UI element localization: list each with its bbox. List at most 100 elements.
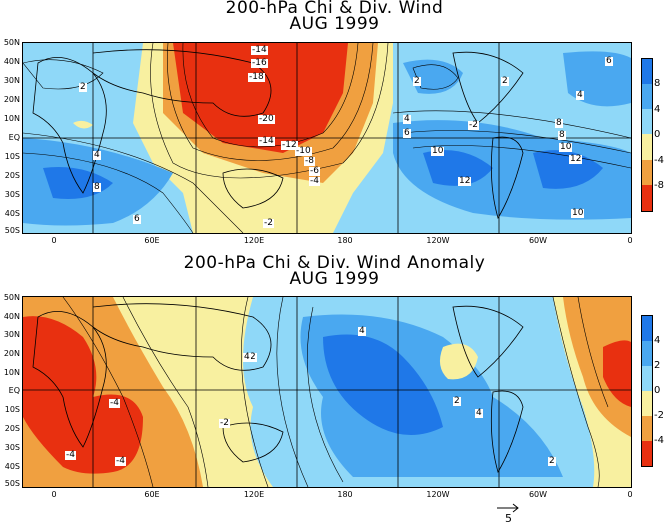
panel1-colorbar-swatch — [642, 185, 652, 211]
panel1-lon-label: 180 — [337, 236, 353, 245]
panel1-colorbar-tick: -8 — [654, 180, 664, 191]
panel2-contour-label: 2 — [249, 352, 257, 362]
panel2-colorbar-tick: 4 — [654, 335, 661, 346]
panel1-colorbar-swatch — [642, 59, 652, 84]
panel2-contour-label: 4 — [475, 408, 483, 418]
panel1-lon-label: 120W — [426, 236, 450, 245]
panel1-contour-label: 4 — [93, 150, 101, 160]
panel2-lat-label: 50N — [3, 293, 20, 302]
panel1-colorbar-tick: 4 — [654, 104, 661, 115]
panel1-contour-field — [23, 43, 631, 233]
panel2-colorbar-swatch — [642, 341, 652, 366]
panel2-contour-label: 4 — [358, 326, 366, 336]
panel1-contour-label: 2 — [413, 76, 421, 86]
panel2-contour-field — [23, 297, 631, 487]
panel1-contour-label: 8 — [555, 118, 563, 128]
panel1-colorbar-swatch — [642, 84, 652, 109]
panel1-colorbar-tick: 8 — [654, 78, 661, 89]
panel1-contour-label: -2 — [468, 120, 479, 130]
panel2-lat-label: EQ — [8, 386, 20, 395]
panel2-lat-label: 30N — [3, 330, 20, 339]
panel2-contour-label: -2 — [219, 418, 230, 428]
panel1-contour-label: 8 — [558, 130, 566, 140]
panel1-contour-label: 12 — [569, 154, 583, 164]
panel1-contour-label: 8 — [93, 182, 101, 192]
panel1-contour-label: -14 — [258, 136, 275, 146]
panel2-lat-label: 10S — [4, 405, 20, 414]
panel2-lat-label: 20N — [3, 349, 20, 358]
panel1-contour-label: -12 — [281, 140, 298, 150]
panel2-lon-label: 180 — [337, 490, 353, 499]
panel2-lat-label: 30S — [4, 443, 20, 452]
panel1-contour-label: -18 — [248, 72, 265, 82]
panel2-contour-label: 2 — [548, 456, 556, 466]
panel1-contour-label: -4 — [309, 176, 320, 186]
panel1-lat-label: 40N — [3, 57, 20, 66]
panel1-colorbar-swatch — [642, 160, 652, 185]
panel2-subtitle: AUG 1999 — [289, 269, 380, 289]
panel1-colorbar — [641, 58, 653, 212]
panel2-colorbar-tick: 2 — [654, 360, 661, 371]
panel2-lon-label: 120W — [426, 490, 450, 499]
panel1-lon-label: 0 — [627, 236, 633, 245]
panel1-lat-label: 10S — [4, 152, 20, 161]
panel2-lon-label: 120E — [243, 490, 265, 499]
panel1-title: 200-hPa Chi & Div. Wind — [225, 0, 444, 18]
panel1-lon-label: 120E — [243, 236, 265, 245]
panel1-contour-label: 2 — [501, 76, 509, 86]
panel2-contour-label: -4 — [115, 456, 126, 466]
panel1-lat-label: 20S — [4, 171, 20, 180]
panel1-map: -14 -16 -18 -20 -14 -12 -10 -8 -6 -4 -2 … — [22, 42, 632, 234]
panel2-colorbar-tick: 0 — [654, 385, 661, 396]
panel1-contour-label: 10 — [571, 208, 585, 218]
panel1-lat-label: 50S — [4, 226, 20, 235]
panel2-lon-label: 60E — [144, 490, 160, 499]
panel1-contour-label: -2 — [263, 218, 274, 228]
panel1-colorbar-swatch — [642, 109, 652, 134]
panel2-map: -4 -4 -4 -2 2 4 4 2 4 2 — [22, 296, 632, 488]
panel2-lon-label: 60W — [528, 490, 548, 499]
panel2-contour-label: 2 — [453, 396, 461, 406]
panel1-contour-label: -16 — [251, 58, 268, 68]
panel1-contour-label: -8 — [304, 156, 315, 166]
panel1-lat-label: 20N — [3, 95, 20, 104]
panel1-contour-label: 4 — [403, 114, 411, 124]
panel1-contour-label: 4 — [576, 90, 584, 100]
panel2-lon-label: 0 — [627, 490, 633, 499]
panel2-lon-label: 0 — [51, 490, 57, 499]
panel2-colorbar-swatch — [642, 441, 652, 466]
panel1-lat-label: 10N — [3, 114, 20, 123]
panel2-colorbar-tick: -4 — [654, 435, 664, 446]
panel2-colorbar-swatch — [642, 391, 652, 416]
panel2-lat-label: 50S — [4, 479, 20, 488]
panel1-colorbar-swatch — [642, 134, 652, 160]
panel1-lat-label: EQ — [8, 133, 20, 142]
panel1-lat-label: 40S — [4, 209, 20, 218]
panel1-lon-label: 0 — [51, 236, 57, 245]
panel1-colorbar-tick: -4 — [654, 155, 664, 166]
panel1-contour-label: -10 — [295, 146, 312, 156]
panel2-contour-label: -4 — [65, 450, 76, 460]
panel2-lat-label: 20S — [4, 424, 20, 433]
panel2-colorbar-tick: -2 — [654, 410, 664, 421]
panel1-lat-label: 50N — [3, 38, 20, 47]
panel2-colorbar-swatch — [642, 416, 652, 441]
panel2-colorbar-swatch — [642, 366, 652, 391]
panel2-contour-label: 4 — [243, 352, 251, 362]
panel1-contour-label: 12 — [458, 176, 472, 186]
panel2-title: 200-hPa Chi & Div. Wind Anomaly — [183, 253, 486, 273]
panel2-lat-label: 10N — [3, 368, 20, 377]
panel1-contour-label: -6 — [309, 166, 320, 176]
panel1-contour-label: 6 — [403, 128, 411, 138]
vector-scale-label: 5 — [505, 512, 512, 525]
panel1-lat-label: 30S — [4, 190, 20, 199]
panel1-contour-label: 10 — [431, 146, 445, 156]
panel1-contour-label: 6 — [605, 56, 613, 66]
panel1-contour-label: 2 — [79, 82, 87, 92]
panel1-subtitle: AUG 1999 — [289, 14, 380, 34]
panel1-contour-label: -20 — [258, 114, 275, 124]
panel2-contour-label: -4 — [109, 398, 120, 408]
panel2-colorbar — [641, 315, 653, 467]
panel2-lat-label: 40S — [4, 462, 20, 471]
panel1-contour-label: 6 — [133, 214, 141, 224]
